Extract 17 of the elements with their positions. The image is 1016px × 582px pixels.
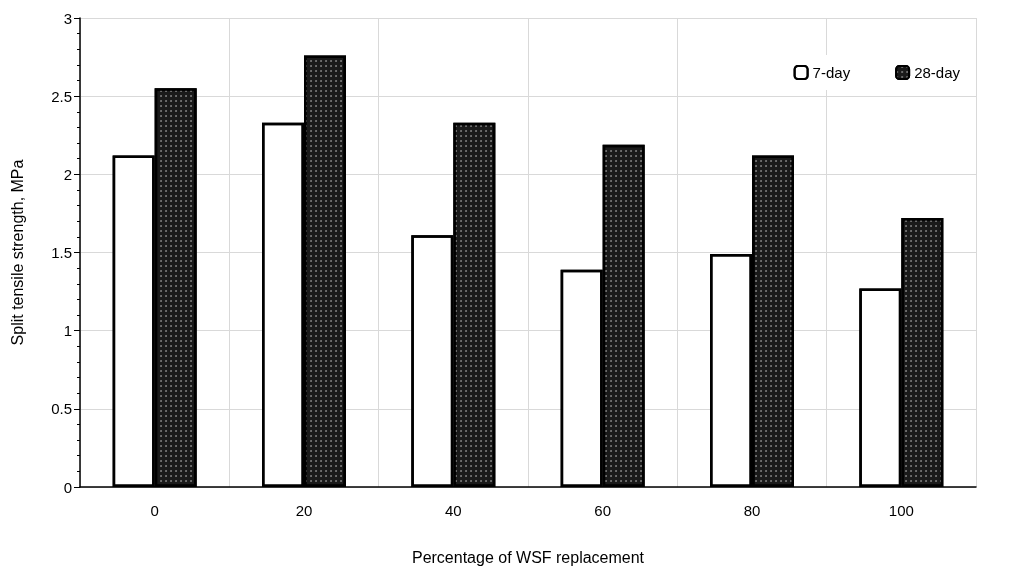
legend-label: 7-day <box>812 64 851 81</box>
y-axis-title: Split tensile strength, MPa <box>8 159 26 346</box>
y-tick-label: 1.5 <box>51 244 72 261</box>
x-tick-label: 80 <box>743 502 761 519</box>
y-tick-label: 0 <box>63 478 72 496</box>
y-tick-label: 0.5 <box>51 400 72 418</box>
y-tick-label: 1 <box>63 322 72 340</box>
x-axis-title: Percentage of WSF replacement <box>411 548 645 566</box>
x-tick-label: 60 <box>594 502 612 519</box>
y-tick-label: 3 <box>63 9 72 27</box>
y-tick-label: 2 <box>63 165 72 183</box>
x-tick-label: 20 <box>295 502 313 519</box>
y-tick-label: 2.5 <box>51 87 72 105</box>
legend-label: 28-day <box>914 64 961 81</box>
x-tick-label: 100 <box>888 502 914 519</box>
x-tick-label: 0 <box>150 502 159 519</box>
x-tick-label: 40 <box>444 502 462 519</box>
